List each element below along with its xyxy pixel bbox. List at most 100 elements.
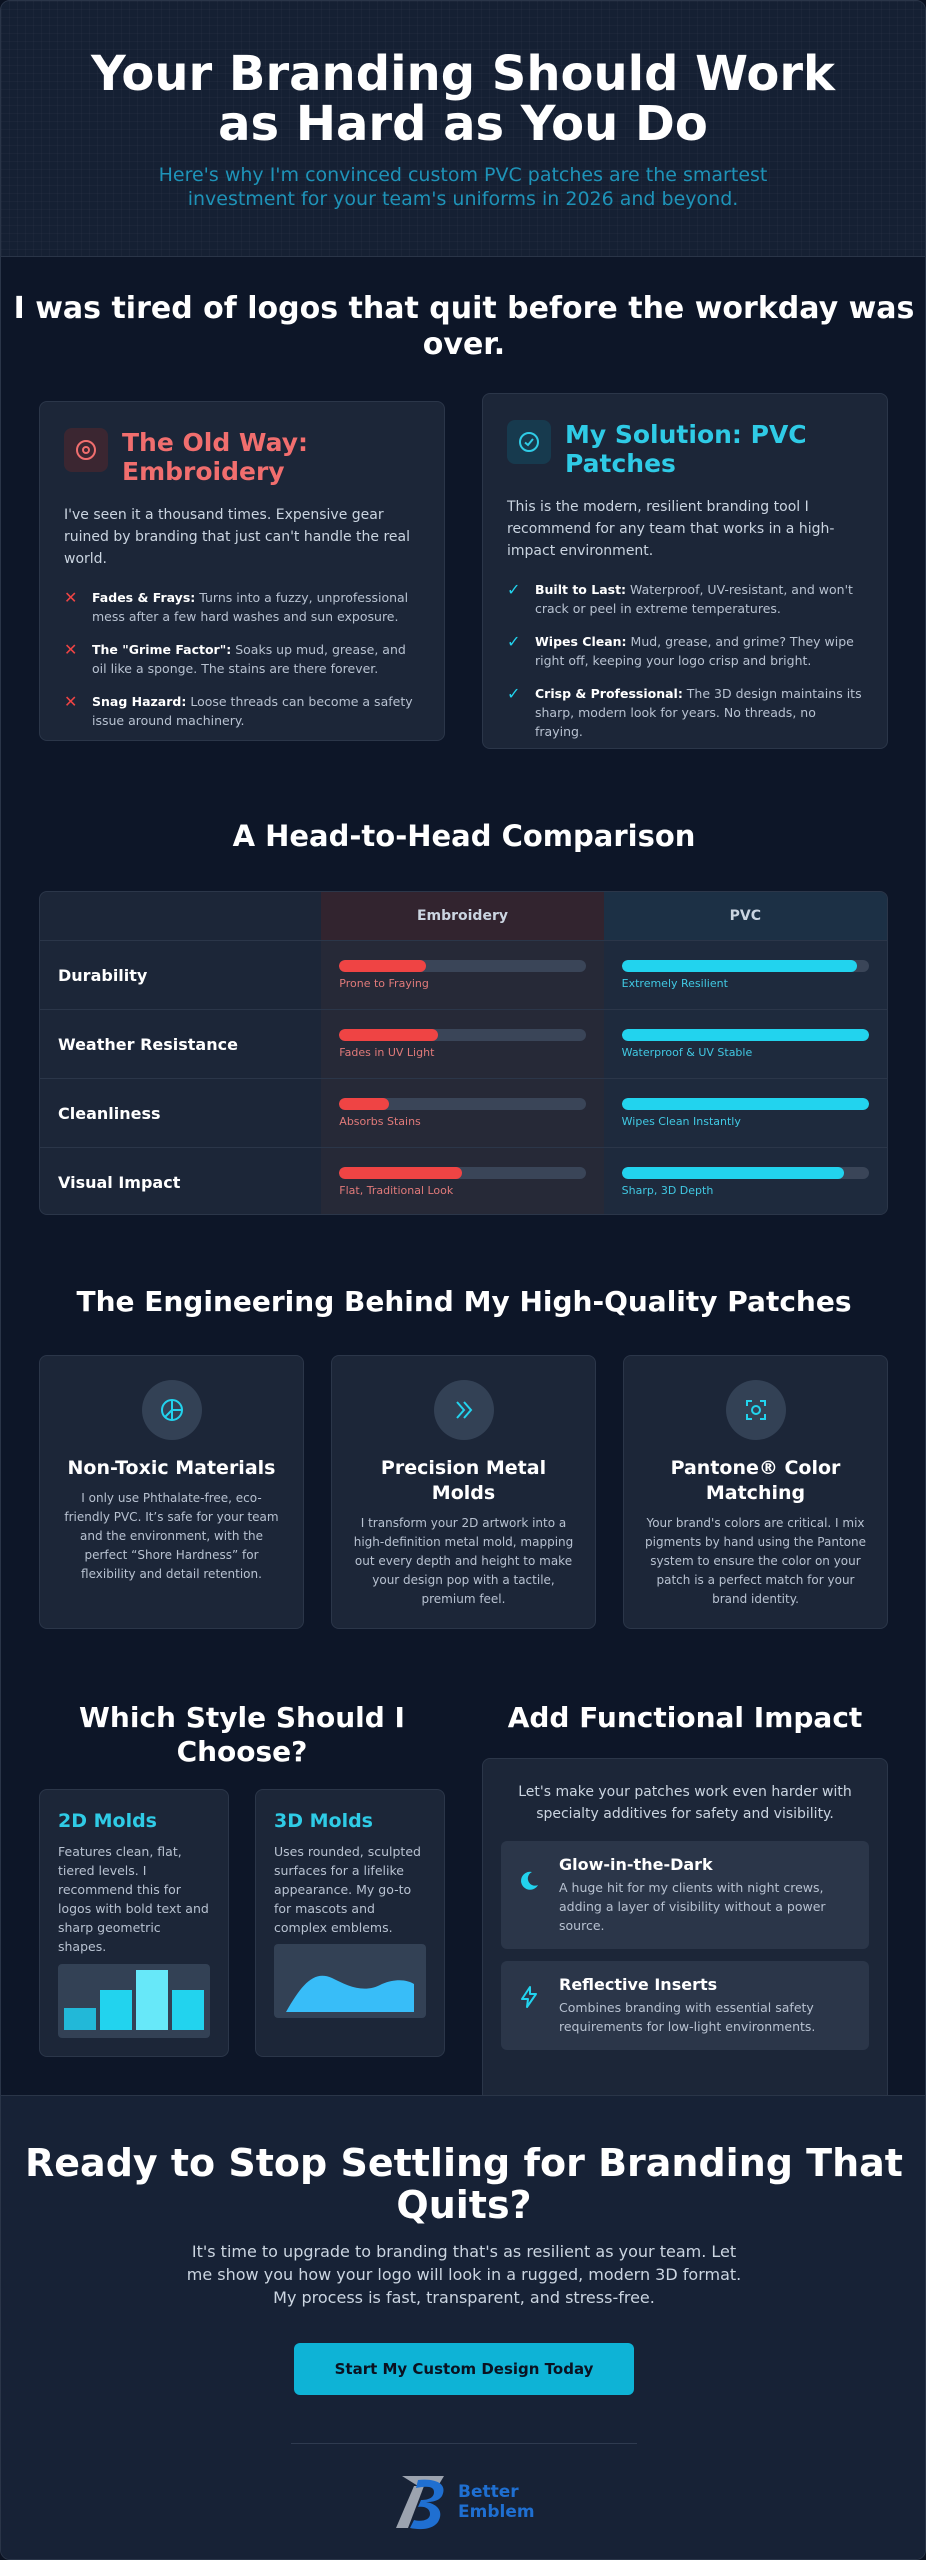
table-row: Visual Impact Flat, Traditional Look Sharp… — [40, 1147, 887, 1214]
pvc-caption: Sharp, 3D Depth — [621, 1184, 714, 1197]
pvc-bar-track — [621, 960, 869, 972]
feature-card-molds: Precision Metal Molds I transform your 2… — [331, 1355, 596, 1629]
style-title: 3D Molds — [274, 1810, 373, 1832]
functional-intro: Let's make your patches work even harder… — [518, 1784, 852, 1822]
point-label: Fades & Frays: — [92, 590, 196, 605]
pvc-cell: Extremely Resilient — [603, 941, 887, 1009]
functional-item-text: A huge hit for my clients with night cre… — [559, 1880, 826, 1933]
feature-card-materials: Non-Toxic Materials I only use Phthalate… — [39, 1355, 304, 1629]
pvc-cell: Waterproof & UV Stable — [603, 1010, 887, 1078]
row-label: Weather Resistance — [58, 1034, 238, 1054]
hero-subtitle: Here's why I'm convinced custom PVC patc… — [158, 164, 768, 210]
functional-item-reflective: Reflective Inserts Combines branding wit… — [501, 1961, 869, 2050]
header-empty-cell — [40, 892, 321, 940]
embroidery-caption: Flat, Traditional Look — [339, 1184, 454, 1197]
engineering-title: The Engineering Behind My High-Quality P… — [76, 1285, 852, 1318]
header-embroidery: Embroidery — [321, 892, 604, 940]
comparison-title: A Head-to-Head Comparison — [232, 819, 696, 853]
style-card-2d: 2D Molds Features clean, flat, tiered le… — [39, 1789, 229, 2057]
lightning-icon — [517, 1975, 543, 2036]
embroidery-cell: Prone to Fraying — [321, 941, 604, 1009]
feature-title: Non-Toxic Materials — [67, 1457, 276, 1479]
solution-intro: This is the modern, resilient branding t… — [507, 499, 835, 559]
pvc-bar-track — [621, 1167, 869, 1179]
pvc-bar-fill — [621, 960, 857, 972]
old-way-title: The Old Way: Embroidery — [122, 428, 309, 486]
list-item: ✕ Fades & Frays: Turns into a fuzzy, unpr… — [64, 588, 420, 626]
list-item: ✓ Crisp & Professional: The 3D design mai… — [507, 684, 863, 741]
list-item: ✕ Snag Hazard: Loose threads can become a… — [64, 692, 420, 730]
start-design-button[interactable]: Start My Custom Design Today — [294, 2343, 634, 2395]
functional-item-title: Reflective Inserts — [559, 1975, 718, 1994]
embroidery-bar-track — [339, 960, 586, 972]
embroidery-bar-track — [339, 1029, 586, 1041]
style-card-3d: 3D Molds Uses rounded, sculpted surfaces… — [255, 1789, 445, 2057]
table-row: Durability Prone to Fraying Extremely Resi… — [40, 940, 887, 1009]
functional-title: Add Functional Impact — [507, 1701, 863, 1734]
check-icon: ✓ — [507, 632, 521, 651]
embroidery-cell: Fades in UV Light — [321, 1010, 604, 1078]
logo-text-line2: Emblem — [458, 2502, 535, 2522]
better-emblem-logo[interactable]: Better Emblem — [384, 2470, 544, 2534]
row-label: Durability — [58, 965, 148, 985]
pvc-caption: Waterproof & UV Stable — [621, 1046, 753, 1059]
list-item: ✓ Built to Last: Waterproof, UV-resistant… — [507, 580, 863, 618]
point-text: The 3D design maintains its sharp, moder… — [535, 686, 862, 739]
functional-item-title: Glow-in-the-Dark — [559, 1855, 713, 1874]
point-label: Built to Last: — [535, 582, 627, 597]
hero-title: Your Branding Should Work as Hard as You… — [91, 46, 835, 152]
functional-item-glow: Glow-in-the-Dark A huge hit for my clien… — [501, 1841, 869, 1949]
point-label: The "Grime Factor": — [92, 642, 232, 657]
embroidery-bar-fill — [339, 1098, 389, 1110]
solution-card: My Solution: PVC Patches This is the mod… — [482, 393, 888, 749]
old-way-intro: I've seen it a thousand times. Expensive… — [64, 507, 410, 567]
pvc-bar-fill — [621, 1029, 869, 1041]
divider — [291, 2443, 637, 2444]
embroidery-cell: Flat, Traditional Look — [321, 1148, 604, 1214]
problem-title: I was tired of logos that quit before th… — [13, 291, 915, 362]
pvc-cell: Sharp, 3D Depth — [603, 1148, 887, 1214]
3d-mold-illustration — [274, 1944, 426, 2018]
check-icon: ✓ — [507, 580, 521, 599]
embroidery-bar-track — [339, 1167, 586, 1179]
point-text: Loose threads can become a safety issue … — [92, 694, 413, 728]
embroidery-bar-fill — [339, 1167, 463, 1179]
cta-section: Ready to Stop Settling for Branding That… — [1, 2095, 925, 2559]
style-text: Features clean, flat, tiered levels. I r… — [58, 1844, 209, 1954]
x-circle-icon — [64, 428, 108, 472]
embroidery-caption: Fades in UV Light — [339, 1046, 435, 1059]
chevrons-right-icon — [433, 1380, 494, 1440]
point-text: Mud, grease, and grime? They wipe right … — [535, 634, 854, 668]
point-text: Waterproof, UV-resistant, and won't crac… — [535, 582, 853, 616]
header-pvc: PVC — [603, 892, 887, 940]
pvc-caption: Extremely Resilient — [621, 977, 728, 990]
feature-text: I only use Phthalate-free, eco-friendly … — [64, 1491, 279, 1581]
pvc-caption: Wipes Clean Instantly — [621, 1115, 741, 1128]
color-target-icon — [725, 1380, 786, 1440]
check-icon: ✓ — [507, 684, 521, 703]
point-text: Soaks up mud, grease, and oil like a spo… — [92, 642, 406, 676]
check-circle-icon — [507, 420, 551, 464]
hero-section: Your Branding Should Work as Hard as You… — [1, 1, 925, 257]
table-row: Cleanliness Absorbs Stains Wipes Clean Ins… — [40, 1078, 887, 1147]
row-label: Cleanliness — [58, 1103, 161, 1123]
pvc-bar-fill — [621, 1167, 845, 1179]
x-icon: ✕ — [64, 588, 78, 607]
pvc-cell: Wipes Clean Instantly — [603, 1079, 887, 1147]
pvc-bar-track — [621, 1029, 869, 1041]
table-row: Weather Resistance Fades in UV Light Water… — [40, 1009, 887, 1078]
list-item: ✕ The "Grime Factor": Soaks up mud, greas… — [64, 640, 420, 678]
logo-text-line1: Better — [458, 2482, 519, 2502]
feature-title: Pantone® Color Matching — [670, 1457, 841, 1504]
embroidery-caption: Prone to Fraying — [339, 977, 429, 990]
x-icon: ✕ — [64, 640, 78, 659]
logo-mark-icon — [396, 2476, 444, 2530]
embroidery-bar-track — [339, 1098, 586, 1110]
embroidery-cell: Absorbs Stains — [321, 1079, 604, 1147]
functional-item-text: Combines branding with essential safety … — [559, 2000, 816, 2034]
solution-title: My Solution: PVC Patches — [565, 420, 807, 478]
point-text: Turns into a fuzzy, unprofessional mess … — [92, 590, 409, 624]
feature-title: Precision Metal Molds — [380, 1457, 547, 1504]
comparison-table: Embroidery PVC Durability Prone to Frayin… — [39, 891, 888, 1215]
